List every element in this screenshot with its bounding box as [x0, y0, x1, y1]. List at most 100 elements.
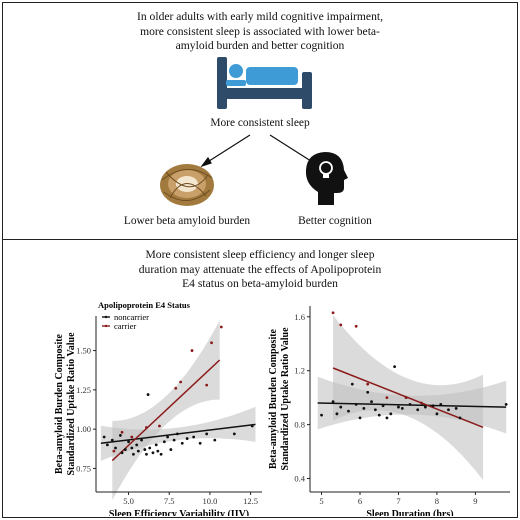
fit-line-noncarrier [317, 402, 507, 408]
data-point-noncarrier [169, 448, 173, 451]
x-tick-label: 7.5 [164, 496, 175, 506]
data-point-carrier [339, 323, 343, 327]
data-point-noncarrier [140, 438, 143, 442]
data-point-noncarrier [119, 434, 122, 437]
y-axis-label: Standardized Uptake Ratio Value [66, 332, 77, 476]
data-point-noncarrier [146, 393, 150, 396]
data-point-noncarrier [120, 451, 124, 455]
data-point-noncarrier [381, 404, 385, 408]
chart-sleep-duration: 5 6 7 8 9 0.4 0.8 1.2 1.6 Sleep Duration (hrs) Bet… [268, 306, 510, 516]
data-point-carrier [404, 396, 408, 400]
nest-icon [160, 164, 214, 206]
y-axis-label: Standardized Uptake Ratio Value [280, 327, 291, 471]
data-point-carrier [385, 396, 389, 400]
y-tick-label: 0.75 [76, 463, 91, 473]
data-point-noncarrier [105, 443, 109, 447]
data-point-noncarrier [504, 402, 508, 406]
data-point-noncarrier [354, 402, 358, 406]
head-lightbulb-icon [305, 152, 348, 205]
data-point-noncarrier [347, 409, 350, 413]
data-point-noncarrier [185, 437, 189, 440]
arrows [200, 134, 320, 168]
data-point-noncarrier [350, 382, 354, 386]
right-label: Better cognition [298, 215, 372, 227]
data-point-noncarrier [232, 432, 236, 436]
data-point-carrier [205, 383, 209, 387]
data-point-noncarrier [439, 402, 443, 406]
legend-dot-carrier [104, 324, 108, 328]
data-point-noncarrier [172, 438, 176, 442]
data-point-noncarrier [198, 441, 202, 445]
data-point-carrier [219, 325, 223, 329]
x-tick-label: 8 [435, 496, 439, 506]
data-point-noncarrier [192, 435, 196, 439]
bottom-headline-line: More consistent sleep efficiency and lon… [145, 248, 375, 261]
x-tick-label: 7 [396, 496, 400, 506]
data-point-carrier [174, 386, 178, 390]
legend-dot-noncarrier [104, 315, 108, 319]
data-point-carrier [158, 424, 161, 428]
top-diagram [160, 57, 348, 206]
data-point-noncarrier [114, 446, 117, 450]
data-point-carrier [420, 401, 423, 405]
data-point-noncarrier [454, 407, 458, 410]
left-label: Lower beta amyloid burden [123, 215, 251, 227]
x-axis-label: Sleep Efficiency Variability (IIV) [109, 509, 249, 516]
x-tick-label: 5 [319, 496, 323, 506]
data-point-noncarrier [331, 400, 335, 404]
bottom-headline-line: E4 status on beta-amyloid burden [182, 277, 338, 290]
data-point-noncarrier [339, 405, 343, 409]
data-point-noncarrier [397, 405, 400, 409]
data-point-noncarrier [320, 413, 323, 417]
y-tick-label: 1.2 [294, 366, 305, 376]
bottom-headline: More consistent sleep efficiency and lon… [10, 248, 510, 292]
data-point-noncarrier [447, 408, 450, 412]
data-point-noncarrier [162, 440, 166, 444]
data-point-noncarrier [370, 400, 373, 404]
x-tick-label: 6 [358, 496, 362, 506]
data-point-carrier [130, 435, 134, 439]
data-point-noncarrier [358, 416, 362, 420]
panel-divider [2, 239, 518, 240]
top-headline-line: In older adults with early mild cognitiv… [137, 10, 383, 23]
data-point-carrier [366, 382, 370, 386]
data-point-noncarrier [123, 448, 127, 451]
y-tick-label: 1.6 [294, 312, 305, 322]
data-point-carrier [179, 380, 183, 384]
arrow-right [269, 134, 315, 164]
data-point-carrier [145, 426, 148, 429]
data-point-noncarrier [431, 404, 435, 408]
data-point-noncarrier [458, 416, 462, 420]
data-point-noncarrier [362, 407, 366, 410]
data-point-noncarrier [154, 443, 158, 447]
legend-label-noncarrier: noncarrier [114, 312, 149, 322]
top-headline-line: amyloid burden and better cognition [175, 39, 345, 52]
data-point-noncarrier [408, 402, 412, 406]
x-tick-label: 12.5 [243, 496, 258, 506]
data-point-noncarrier [136, 449, 140, 453]
arrow-left [205, 134, 251, 164]
x-tick-label: 9 [473, 496, 477, 506]
y-axis-label: Beta-amyloid Burden Composite [54, 333, 65, 474]
chart-sleep-efficiency: 5.0 7.5 10.0 12.5 0.75 1.00 1.25 1.50 Sleep Effi… [54, 300, 262, 516]
top-headline: In older adults with early mild cognitiv… [10, 10, 510, 54]
data-point-noncarrier [143, 448, 147, 451]
data-point-noncarrier [373, 408, 377, 412]
data-point-noncarrier [148, 446, 152, 450]
data-point-carrier [190, 349, 194, 352]
data-point-noncarrier [400, 407, 404, 410]
data-point-noncarrier [435, 412, 439, 416]
y-tick-label: 1.00 [76, 424, 91, 434]
y-axis-label: Beta-amyloid Burden Composite [268, 328, 279, 469]
data-point-noncarrier [366, 390, 370, 394]
data-point-noncarrier [145, 452, 148, 456]
data-point-carrier [354, 324, 358, 328]
data-point-noncarrier [156, 449, 160, 453]
data-point-noncarrier [127, 440, 130, 444]
data-point-noncarrier [166, 435, 170, 439]
data-point-noncarrier [377, 413, 381, 417]
data-point-noncarrier [389, 412, 393, 416]
y-tick-label: 0.4 [294, 474, 305, 484]
data-point-noncarrier [213, 438, 217, 442]
data-point-noncarrier [385, 416, 389, 420]
